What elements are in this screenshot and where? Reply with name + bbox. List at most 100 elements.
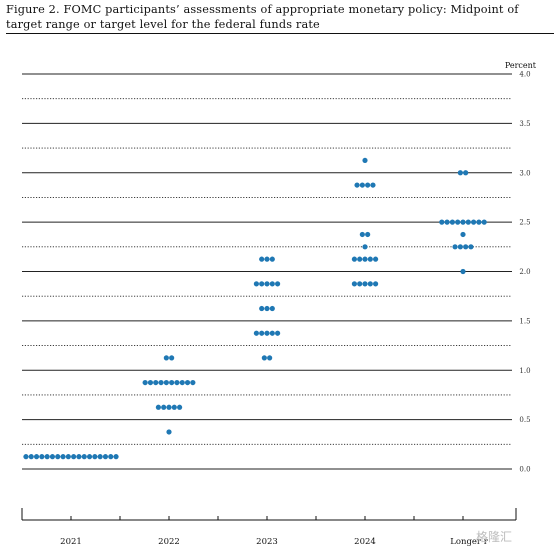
participant-dot	[365, 182, 371, 188]
participant-dot	[108, 454, 114, 460]
participant-dot	[49, 454, 56, 460]
y-tick-label: 1.0	[519, 367, 530, 375]
participant-dot	[97, 454, 103, 460]
participant-dot	[481, 219, 487, 225]
participant-dot	[367, 256, 373, 262]
participant-dot	[465, 219, 471, 225]
y-tick-label: 3.5	[519, 120, 530, 128]
participant-dot	[365, 231, 371, 238]
participant-dot	[179, 379, 185, 386]
figure-title: Figure 2. FOMC participants’ assessments…	[6, 3, 519, 31]
participant-dot	[463, 170, 469, 176]
participant-dot	[264, 281, 270, 287]
participant-dot	[253, 330, 259, 336]
y-tick-label: 1.5	[519, 317, 530, 325]
participant-dot	[269, 330, 275, 336]
participant-dot	[468, 244, 474, 250]
participant-dot	[55, 454, 61, 460]
participant-dot	[351, 281, 357, 287]
participant-dot	[463, 244, 469, 250]
participant-dot	[142, 379, 148, 386]
participant-dot	[275, 330, 281, 336]
participant-dot	[351, 256, 357, 262]
participant-dot	[357, 281, 363, 287]
participant-dot	[476, 219, 482, 225]
participant-dot	[60, 454, 66, 460]
participant-dot	[259, 281, 265, 287]
participant-dot	[169, 379, 175, 386]
participant-dot	[362, 256, 368, 262]
participant-dot	[153, 379, 159, 386]
participant-dot	[449, 219, 455, 225]
participant-dot	[166, 429, 172, 435]
participant-dot	[269, 305, 275, 312]
participant-dot	[259, 256, 265, 262]
participant-dot	[92, 454, 98, 460]
participant-dot	[44, 454, 50, 460]
participant-dot	[163, 355, 169, 361]
participant-dot	[359, 231, 365, 238]
participant-dot	[264, 256, 270, 262]
participant-dot	[147, 379, 154, 386]
participant-dot	[261, 355, 267, 361]
participant-dot	[264, 330, 270, 336]
participant-dot	[76, 454, 82, 460]
participant-dot	[373, 281, 379, 287]
participant-dot	[444, 219, 450, 225]
participant-dot	[460, 219, 466, 225]
participant-dot	[169, 355, 175, 361]
participant-dot	[457, 170, 463, 176]
participant-dot	[354, 182, 360, 188]
participant-dot	[86, 454, 93, 460]
y-tick-label: 0.5	[519, 416, 530, 424]
y-tick-label: 3.0	[519, 169, 530, 177]
participant-dot	[190, 379, 196, 386]
participant-dot	[471, 219, 477, 225]
participant-dot	[455, 219, 461, 225]
title-rule	[6, 33, 554, 34]
watermark: 格隆汇	[476, 530, 513, 544]
participant-dot	[267, 355, 273, 361]
participant-dot	[362, 157, 368, 164]
participant-dot	[359, 182, 365, 188]
participant-dot	[155, 404, 161, 410]
participant-dot	[357, 256, 363, 262]
participant-dot	[33, 454, 40, 460]
participant-dot	[28, 454, 34, 460]
y-tick-label: 4.0	[519, 71, 530, 79]
participant-dot	[113, 454, 119, 460]
participant-dot	[362, 244, 368, 250]
participant-dot	[452, 244, 458, 250]
participant-dot	[81, 454, 87, 460]
participant-dot	[65, 454, 71, 460]
y-axis-label: Percent	[505, 61, 537, 70]
participant-dot	[460, 268, 466, 275]
x-category-label: 2024	[354, 537, 376, 547]
y-tick-label: 2.5	[519, 219, 530, 227]
participant-dot	[460, 231, 466, 238]
participant-dot	[166, 404, 172, 410]
participant-dot	[275, 281, 281, 287]
participant-dot	[102, 454, 109, 460]
participant-dot	[370, 182, 376, 188]
participant-dot	[264, 305, 270, 312]
participant-dot	[161, 404, 167, 410]
participant-dot	[269, 256, 275, 262]
participant-dot	[158, 379, 164, 386]
participant-dot	[439, 219, 445, 225]
x-category-label: 2023	[256, 537, 278, 547]
participant-dot	[23, 454, 29, 460]
participant-dot	[71, 454, 77, 460]
x-category-label: 2021	[60, 537, 82, 547]
participant-dot	[269, 281, 275, 287]
participant-dot	[171, 404, 177, 410]
participant-dot	[39, 454, 45, 460]
x-category-label: Longer r	[450, 537, 488, 547]
participant-dot	[457, 244, 463, 250]
participant-dot	[367, 281, 373, 287]
participant-dot	[253, 281, 259, 287]
x-category-label: 2022	[158, 537, 180, 547]
participant-dot	[362, 281, 368, 287]
participant-dot	[163, 379, 169, 386]
